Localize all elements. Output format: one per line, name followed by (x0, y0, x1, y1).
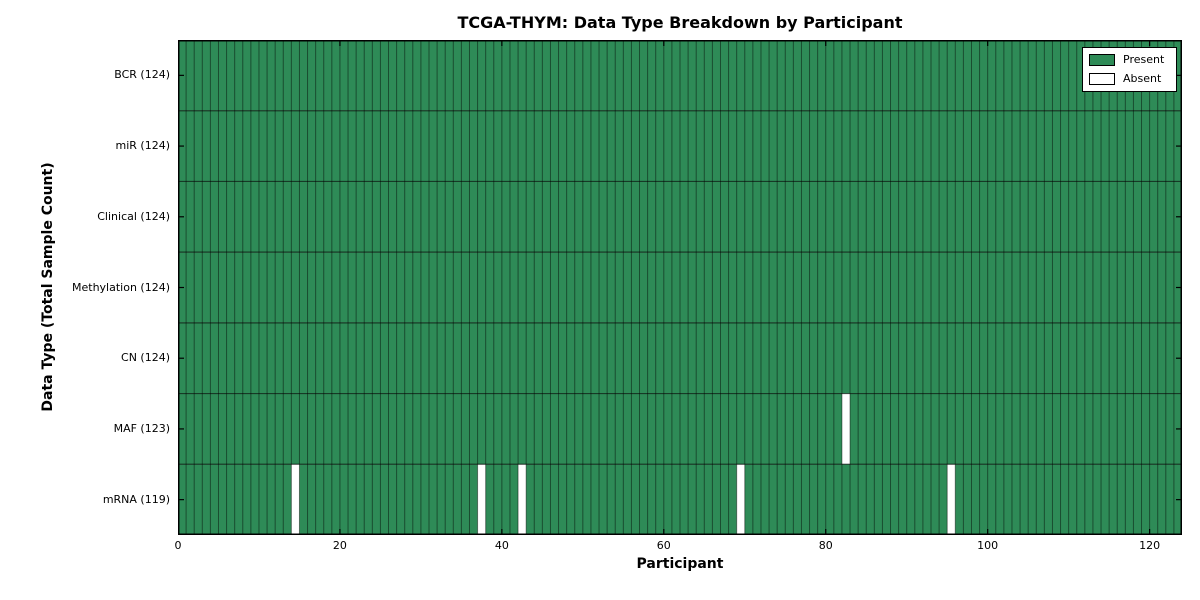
presence-heatmap (178, 40, 1182, 535)
absent-cell-mRNA-69 (736, 464, 745, 535)
x-tick-label-120: 120 (1139, 539, 1161, 552)
x-tick-label-80: 80 (818, 539, 833, 552)
y-tick-label-Clinical: Clinical (124) (97, 209, 170, 223)
row-CN (178, 322, 1182, 394)
row-BCR (178, 40, 1182, 111)
x-tick-label-40: 40 (494, 539, 509, 552)
row-MAF (178, 393, 1182, 465)
y-tick-label-Methylation: Methylation (124) (72, 280, 170, 294)
plot-area (178, 40, 1182, 535)
plot-frame (178, 40, 1182, 535)
chart-title: TCGA-THYM: Data Type Breakdown by Partic… (457, 13, 903, 32)
absent-cell-MAF-82 (841, 393, 851, 465)
absent-cell-mRNA-42 (518, 464, 527, 535)
absent-cell-mRNA-14 (291, 464, 300, 535)
row-miR (178, 110, 1182, 182)
x-tick-label-0: 0 (174, 539, 182, 552)
row-Clinical (178, 181, 1182, 253)
absent-cell-mRNA-95 (947, 464, 956, 535)
legend-label-present: Present (1123, 53, 1165, 66)
legend-label-absent: Absent (1123, 72, 1162, 85)
legend: Present Absent (1082, 47, 1177, 92)
absent-cell-mRNA-37 (477, 464, 486, 535)
y-tick-label-MAF: MAF (123) (113, 421, 170, 435)
row-Methylation (178, 252, 1182, 323)
y-tick-label-BCR: BCR (124) (114, 68, 170, 82)
x-tick-label-100: 100 (977, 539, 999, 552)
legend-entry-absent: Absent (1089, 73, 1170, 85)
y-tick-label-CN: CN (124) (121, 351, 170, 365)
x-tick-label-20: 20 (332, 539, 347, 552)
legend-swatch-absent-icon (1089, 73, 1115, 85)
x-tick-label-60: 60 (656, 539, 671, 552)
x-axis-label: Participant (636, 556, 724, 572)
legend-swatch-present-icon (1089, 54, 1115, 66)
y-tick-label-mRNA: mRNA (119) (102, 492, 170, 506)
legend-entry-present: Present (1089, 54, 1170, 66)
y-tick-label-miR: miR (124) (115, 139, 171, 153)
row-mRNA (178, 464, 1182, 535)
